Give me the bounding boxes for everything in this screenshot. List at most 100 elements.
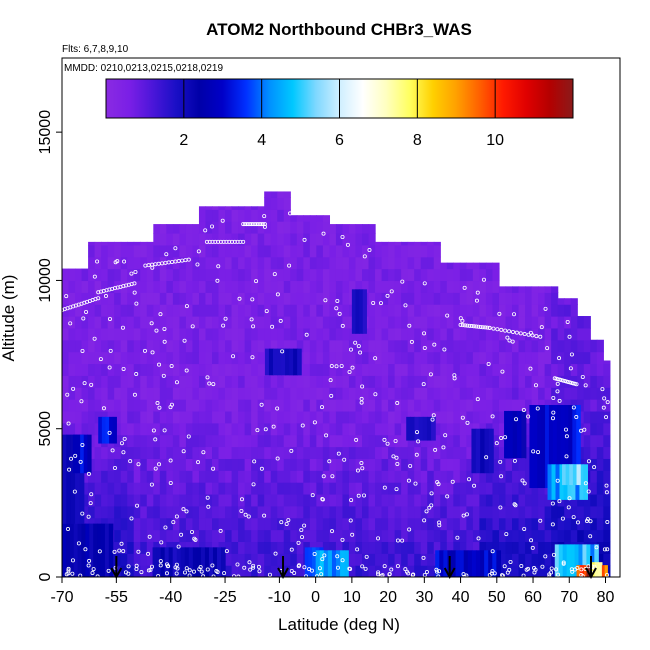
heatmap-cell: [407, 316, 415, 329]
heatmap-cell: [303, 410, 311, 424]
heatmap-cell: [127, 351, 135, 365]
sample-point: [605, 400, 610, 405]
heatmap-cell: [212, 422, 220, 436]
heatmap-feature-cell: [98, 416, 103, 444]
heatmap-cell: [62, 316, 70, 329]
heatmap-feature-cell: [89, 523, 94, 577]
heatmap-cell: [479, 410, 487, 424]
heatmap-cell: [453, 482, 461, 495]
heatmap-cell: [557, 493, 565, 507]
heatmap-cell: [290, 410, 298, 424]
heatmap-cell: [303, 292, 311, 305]
heatmap-cell: [355, 224, 363, 234]
sample-point: [262, 214, 267, 219]
heatmap-cell: [133, 517, 141, 531]
sample-point: [389, 289, 394, 294]
sample-point: [275, 406, 280, 411]
sample-point: [187, 568, 192, 573]
heatmap-cell: [264, 399, 272, 412]
heatmap-cell: [427, 268, 435, 282]
sample-point: [195, 262, 200, 267]
heatmap-cell: [94, 268, 102, 282]
heatmap-cell: [218, 363, 226, 376]
heatmap-cell: [375, 470, 383, 483]
heatmap-cell: [388, 434, 396, 448]
heatmap-cell: [283, 197, 291, 210]
heatmap-cell: [238, 316, 246, 329]
heatmap-cell: [185, 339, 194, 353]
heatmap-cell: [153, 458, 161, 471]
heatmap-cell: [335, 529, 344, 543]
heatmap-cell: [368, 493, 376, 507]
heatmap-cell: [101, 304, 109, 317]
heatmap-cell: [440, 541, 448, 554]
heatmap-cell: [525, 529, 533, 543]
heatmap-cell: [498, 565, 507, 577]
sample-point: [84, 309, 89, 314]
heatmap-feature-cell: [579, 464, 585, 500]
heatmap-feature-cell: [168, 547, 174, 577]
heatmap-cell: [420, 375, 428, 388]
heatmap-cell: [101, 505, 109, 519]
heatmap-cell: [459, 529, 467, 543]
sample-point: [545, 346, 550, 351]
heatmap-cell: [420, 316, 428, 329]
heatmap-cell: [355, 244, 363, 258]
heatmap-cell: [538, 505, 546, 519]
heatmap-cell: [375, 244, 383, 258]
heatmap-cell: [166, 529, 174, 543]
heatmap-cell: [518, 470, 526, 483]
sample-point: [538, 518, 543, 523]
heatmap-cell: [303, 256, 311, 270]
heatmap-cell: [498, 351, 507, 365]
heatmap-cell: [114, 363, 122, 376]
heatmap-cell: [557, 316, 565, 329]
heatmap-cell: [590, 458, 598, 471]
heatmap-cell: [244, 351, 252, 365]
heatmap-cell: [388, 292, 396, 305]
heatmap-cell: [518, 399, 526, 412]
heatmap-cell: [440, 399, 448, 412]
sample-point: [528, 330, 533, 335]
heatmap-cell: [264, 565, 272, 577]
heatmap-cell: [518, 553, 526, 566]
heatmap-cell: [355, 565, 363, 577]
heatmap-cell: [590, 517, 598, 531]
heatmap-cell: [140, 241, 148, 246]
heatmap-cell: [329, 339, 337, 353]
heatmap-cell: [251, 268, 259, 282]
heatmap-cell: [244, 434, 252, 448]
heatmap-feature-cell: [496, 550, 502, 577]
heatmap-cell: [472, 363, 481, 376]
heatmap-cell: [316, 351, 324, 365]
sample-point: [512, 502, 517, 507]
sample-point: [215, 278, 220, 283]
heatmap-cell: [335, 541, 344, 554]
heatmap-cell: [133, 470, 141, 483]
heatmap-cell: [257, 446, 265, 459]
heatmap-cell: [414, 268, 422, 282]
heatmap-cell: [133, 327, 141, 341]
heatmap-cell: [296, 529, 304, 543]
sample-point: [158, 559, 163, 564]
heatmap-cell: [146, 375, 154, 388]
heatmap-cell: [264, 517, 272, 531]
heatmap-cell: [544, 493, 552, 507]
heatmap-cell: [212, 446, 220, 459]
heatmap-cell: [316, 387, 324, 400]
heatmap-cell: [427, 399, 435, 412]
heatmap-cell: [75, 410, 83, 424]
heatmap-cell: [316, 316, 324, 329]
sample-point: [176, 544, 181, 549]
heatmap-cell: [192, 470, 200, 483]
heatmap-cell: [172, 493, 180, 507]
heatmap-cell: [544, 375, 552, 388]
heatmap-cell: [407, 339, 415, 353]
heatmap-cell: [309, 422, 317, 436]
heatmap-cell: [127, 458, 135, 471]
heatmap-cell: [518, 339, 526, 353]
heatmap-cell: [538, 565, 546, 577]
heatmap-cell: [277, 221, 285, 234]
heatmap-cell: [355, 232, 363, 246]
heatmap-feature-cell: [578, 544, 584, 577]
